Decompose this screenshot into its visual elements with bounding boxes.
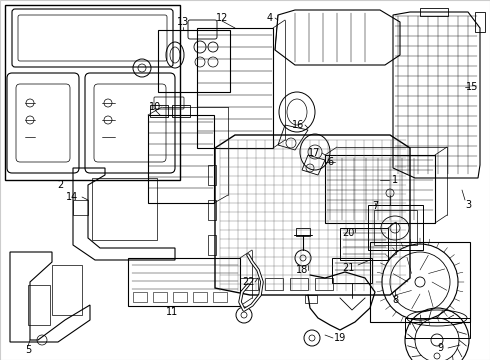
Text: 13: 13 [177,17,189,27]
Bar [370,242,470,322]
Bar [172,105,190,117]
Text: 15: 15 [466,82,478,92]
Bar [332,258,372,283]
Bar [374,210,417,245]
Text: 19: 19 [334,333,346,343]
Bar [28,285,50,325]
Text: 14: 14 [66,192,78,202]
Bar [405,318,470,338]
Bar [158,30,230,92]
Bar [296,228,310,236]
Text: 16: 16 [292,120,304,130]
Text: 5: 5 [25,345,31,355]
Bar [153,292,167,302]
Bar [213,292,227,302]
Bar [208,200,216,220]
Text: 8: 8 [392,295,398,305]
Bar [475,12,485,32]
Text: 10: 10 [149,102,161,112]
Bar [315,278,333,290]
Text: 12: 12 [216,13,228,23]
Text: 1: 1 [392,175,398,185]
Bar [92,178,157,240]
Bar [208,165,216,185]
Bar [150,105,168,117]
Text: 2: 2 [57,180,63,190]
Text: 18: 18 [296,265,308,275]
Bar [265,278,283,290]
Bar [290,278,308,290]
Text: 6: 6 [327,157,333,167]
Bar [193,292,207,302]
Bar [420,8,448,16]
Text: 17: 17 [308,148,320,158]
Bar [133,292,147,302]
Bar [368,205,423,250]
Text: 9: 9 [437,343,443,353]
Bar [305,295,317,303]
Bar [240,278,258,290]
Text: 7: 7 [372,201,378,211]
Text: 20: 20 [342,228,354,238]
Bar [148,115,214,203]
Bar [173,292,187,302]
Bar [325,155,435,223]
Text: 3: 3 [465,200,471,210]
Text: 11: 11 [166,307,178,317]
Text: 21: 21 [342,263,354,273]
Text: 4: 4 [267,13,273,23]
Bar [5,5,180,180]
Bar [52,265,82,315]
Bar [208,235,216,255]
Bar [128,258,240,306]
Bar [197,28,273,148]
Polygon shape [275,10,400,65]
Text: 22: 22 [242,277,254,287]
Bar [340,228,388,260]
